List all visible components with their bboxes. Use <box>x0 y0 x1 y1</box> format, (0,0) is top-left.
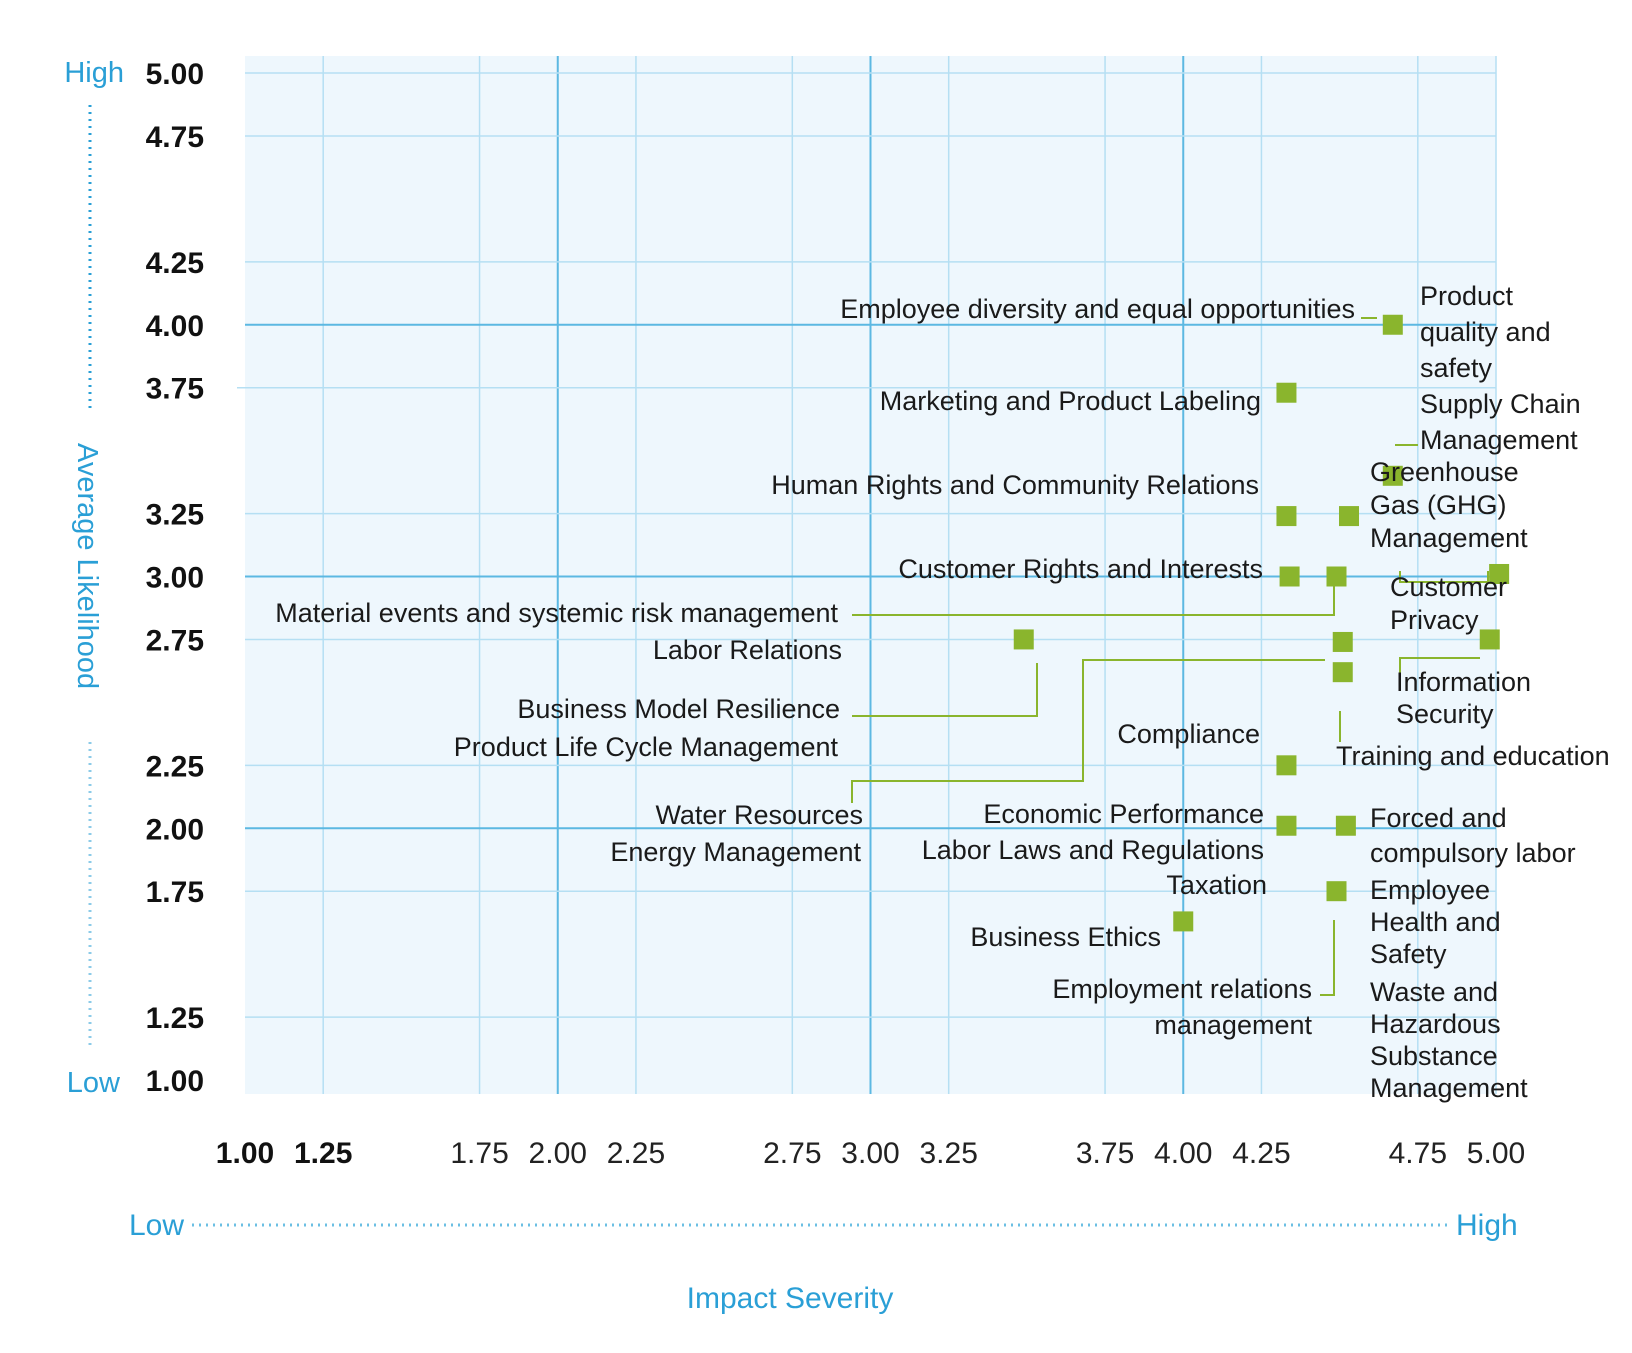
y-low-label: Low <box>67 1067 121 1099</box>
y-tick-label: 1.00 <box>146 1065 204 1098</box>
y-tick-label: 4.00 <box>146 310 204 343</box>
y-tick-label: 3.00 <box>146 562 204 595</box>
data-point-marker <box>1276 506 1297 527</box>
data-point-marker <box>1332 631 1353 652</box>
x-tick-label: 5.00 <box>1467 1137 1525 1170</box>
point-label: Training and education <box>1336 741 1610 771</box>
data-point-marker <box>1339 506 1360 527</box>
point-label: Product Life Cycle Management <box>454 732 839 762</box>
data-point-marker <box>1276 755 1297 776</box>
point-label: Employee Health and Safety <box>1370 875 1501 969</box>
data-point-marker <box>1479 629 1500 650</box>
x-tick-label: 1.25 <box>294 1137 352 1170</box>
point-label: Information Security <box>1396 667 1531 729</box>
point-label: Taxation <box>1166 870 1267 900</box>
x-axis-title: Impact Severity <box>687 1282 894 1315</box>
x-tick-label: 1.00 <box>216 1137 274 1170</box>
y-tick-label: 4.75 <box>146 121 204 154</box>
data-point-marker <box>1326 566 1347 587</box>
y-tick-label: 1.75 <box>146 876 204 909</box>
data-point-marker <box>1382 314 1403 335</box>
connector-line <box>852 663 1038 717</box>
data-point-marker <box>1335 815 1356 836</box>
point-label: Labor Relations <box>653 635 842 665</box>
point-label: Economic Performance <box>983 799 1264 829</box>
x-tick-label: 4.75 <box>1389 1137 1447 1170</box>
point-label: Employment relations management <box>1052 974 1312 1040</box>
point-label: Labor Laws and Regulations <box>922 835 1264 865</box>
y-tick-label: 2.25 <box>146 750 204 783</box>
x-tick-labels: 1.00 1.25 1.75 2.00 2.25 2.75 3.00 3.25 3.75 4.00… <box>216 1137 1525 1170</box>
y-tick-label: 5.00 <box>146 58 204 91</box>
point-label: Compliance <box>1117 719 1260 749</box>
y-tick-label: 3.75 <box>146 373 204 406</box>
point-label: Marketing and Product Labeling <box>880 386 1261 416</box>
x-tick-label: 2.25 <box>607 1137 665 1170</box>
x-tick-label: 3.00 <box>841 1137 899 1170</box>
data-point-marker <box>1276 382 1297 403</box>
x-low-label: Low <box>129 1209 184 1242</box>
y-tick-label: 1.25 <box>146 1002 204 1035</box>
point-label: Energy Management <box>610 837 861 867</box>
point-labels: Employee diversity and equal opportuniti… <box>275 281 1609 1103</box>
connector-lines <box>851 317 1489 996</box>
connector-line <box>851 659 1325 803</box>
point-label: Greenhouse Gas (GHG) Management <box>1370 457 1528 553</box>
connector-line <box>1399 657 1480 680</box>
y-tick-label: 4.25 <box>146 247 204 280</box>
data-point-marker <box>1332 662 1353 683</box>
connector-line <box>1320 920 1335 996</box>
point-label: Business Model Resilience <box>517 694 840 724</box>
data-point-marker <box>1173 911 1194 932</box>
y-tick-label: 3.25 <box>146 499 204 532</box>
y-tick-label: 2.75 <box>146 624 204 657</box>
point-label: Customer Privacy <box>1390 572 1507 635</box>
point-label: Supply Chain Management <box>1420 389 1581 455</box>
data-point-marker <box>1326 881 1347 902</box>
x-tick-label: 2.75 <box>763 1137 821 1170</box>
x-high-label: High <box>1456 1209 1518 1242</box>
data-markers <box>1013 314 1510 932</box>
connector-line <box>852 573 1335 616</box>
data-point-marker <box>1276 815 1297 836</box>
x-tick-label: 3.75 <box>1076 1137 1134 1170</box>
point-label: Forced and compulsory labor <box>1370 803 1576 868</box>
y-high-label: High <box>64 57 124 89</box>
x-tick-label: 4.25 <box>1232 1137 1290 1170</box>
point-label: Customer Rights and Interests <box>898 554 1263 584</box>
point-label: Waste and Hazardous Substance Management <box>1370 977 1528 1103</box>
point-label: Human Rights and Community Relations <box>771 470 1259 500</box>
x-tick-label: 3.25 <box>919 1137 977 1170</box>
x-tick-label: 2.00 <box>529 1137 587 1170</box>
point-label: Water Resources <box>655 800 863 830</box>
y-tick-labels: 1.00 1.25 1.75 2.00 2.25 2.75 3.00 3.25 3.75 4.00… <box>146 58 204 1098</box>
x-tick-label: 4.00 <box>1154 1137 1212 1170</box>
y-tick-label: 2.00 <box>146 813 204 846</box>
point-label: Material events and systemic risk manage… <box>275 598 838 628</box>
point-label: Employee diversity and equal opportuniti… <box>840 294 1355 324</box>
x-tick-label: 1.75 <box>450 1137 508 1170</box>
data-point-marker <box>1382 465 1403 486</box>
y-axis-title: Average Likelihood <box>71 443 103 689</box>
data-point-marker <box>1489 563 1510 584</box>
data-point-marker <box>1279 566 1300 587</box>
point-label: Product quality and safety <box>1420 281 1551 383</box>
connector-line <box>1399 571 1489 583</box>
data-point-marker <box>1013 629 1034 650</box>
point-label: Business Ethics <box>970 922 1161 952</box>
